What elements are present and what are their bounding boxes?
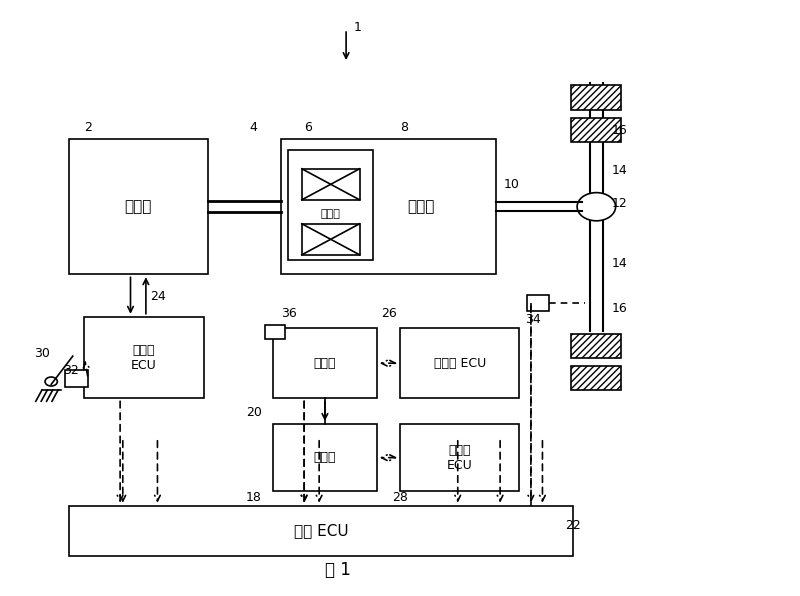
Text: 图 1: 图 1 (326, 561, 351, 579)
FancyBboxPatch shape (69, 505, 574, 556)
FancyBboxPatch shape (288, 150, 373, 260)
Text: 28: 28 (392, 491, 408, 504)
Text: 变速器: 变速器 (407, 199, 434, 214)
Text: 26: 26 (381, 308, 397, 321)
Text: 蓄电池: 蓄电池 (314, 451, 336, 464)
Text: 4: 4 (250, 121, 258, 134)
FancyBboxPatch shape (65, 370, 88, 387)
Text: 发动机
ECU: 发动机 ECU (131, 343, 157, 371)
Text: 电动机/: 电动机/ (319, 187, 342, 197)
Bar (571, 117, 622, 142)
Text: 14: 14 (612, 163, 627, 176)
Text: 22: 22 (566, 519, 582, 532)
Text: 6: 6 (304, 121, 312, 134)
Text: 1: 1 (354, 21, 362, 34)
FancyBboxPatch shape (400, 328, 519, 399)
Bar (571, 366, 622, 390)
Text: 34: 34 (526, 313, 542, 326)
Text: 2: 2 (84, 121, 92, 134)
Text: 逆变器: 逆变器 (314, 356, 336, 370)
Text: 逆变器 ECU: 逆变器 ECU (434, 356, 486, 370)
Bar (302, 224, 359, 255)
Text: 8: 8 (400, 121, 408, 134)
FancyBboxPatch shape (400, 424, 519, 492)
Text: 16: 16 (612, 302, 627, 315)
FancyBboxPatch shape (527, 295, 549, 311)
FancyBboxPatch shape (273, 328, 377, 399)
Text: 32: 32 (63, 364, 79, 377)
FancyBboxPatch shape (281, 139, 496, 274)
Text: 12: 12 (612, 197, 627, 210)
Text: 30: 30 (34, 347, 50, 360)
Text: 蓄电池
ECU: 蓄电池 ECU (446, 443, 473, 471)
FancyBboxPatch shape (84, 316, 204, 399)
Text: 10: 10 (504, 178, 520, 191)
Text: 36: 36 (281, 308, 296, 321)
Text: 20: 20 (246, 406, 262, 419)
FancyBboxPatch shape (266, 325, 285, 339)
Bar (571, 85, 622, 110)
Bar (571, 334, 622, 358)
Text: 车辆 ECU: 车辆 ECU (294, 523, 348, 538)
Text: 18: 18 (246, 491, 262, 504)
Text: 发动机: 发动机 (125, 199, 152, 214)
Text: 14: 14 (612, 257, 627, 269)
FancyBboxPatch shape (273, 424, 377, 492)
Text: 发电机: 发电机 (321, 209, 341, 219)
Text: 24: 24 (150, 290, 166, 303)
FancyBboxPatch shape (69, 139, 207, 274)
Bar (302, 169, 359, 200)
Text: 16: 16 (612, 124, 627, 137)
